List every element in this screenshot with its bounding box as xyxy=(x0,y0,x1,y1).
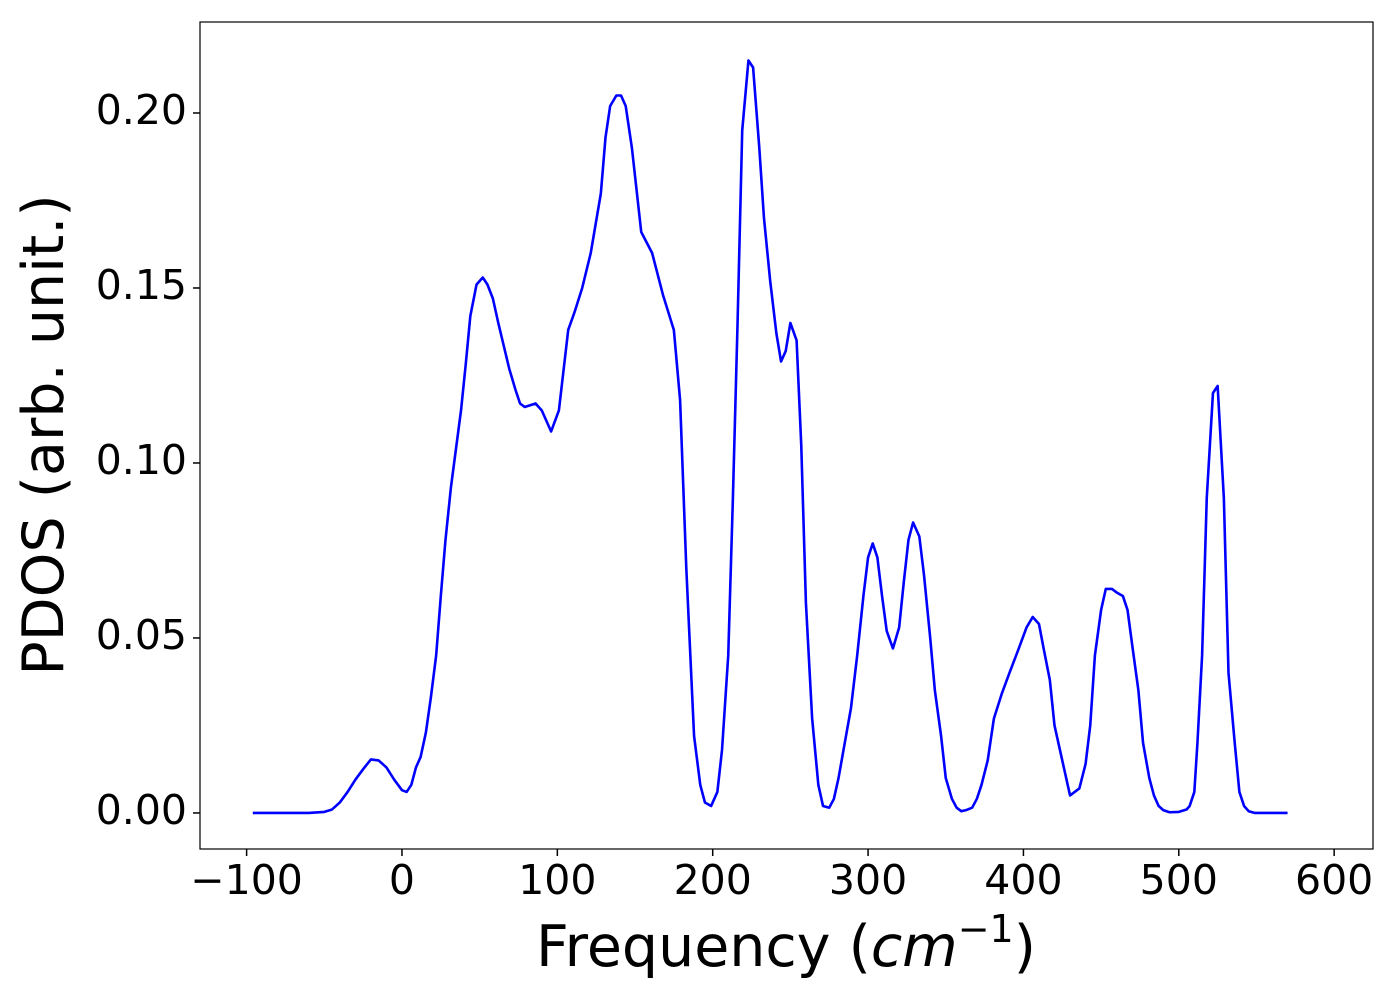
x-tick-label: 500 xyxy=(1140,856,1218,904)
x-tick-label: 400 xyxy=(984,856,1062,904)
y-axis-label: PDOS (arb. unit.) xyxy=(11,194,77,675)
data-line xyxy=(252,59,1288,815)
x-tick-label: 200 xyxy=(674,856,752,904)
x-label-exponent: −1 xyxy=(958,907,1014,951)
x-label-unit: cm xyxy=(871,914,958,980)
y-tick-label: 0.10 xyxy=(96,436,187,484)
x-label-close: ) xyxy=(1014,914,1036,980)
plot-frame xyxy=(199,21,1374,850)
y-tick-label: 0.15 xyxy=(96,261,187,309)
x-axis-label: Frequency (cm−1) xyxy=(536,907,1036,980)
x-tick-label: −100 xyxy=(190,856,303,904)
x-label-text: Frequency ( xyxy=(536,914,871,980)
x-tick-label: 600 xyxy=(1295,856,1373,904)
x-tick-label: 100 xyxy=(518,856,596,904)
x-tick-label: 0 xyxy=(389,856,415,904)
y-tick-label: 0.20 xyxy=(96,86,187,134)
y-tick-label: 0.00 xyxy=(96,786,187,834)
x-tick-label: 300 xyxy=(829,856,907,904)
y-tick-label: 0.05 xyxy=(96,611,187,659)
